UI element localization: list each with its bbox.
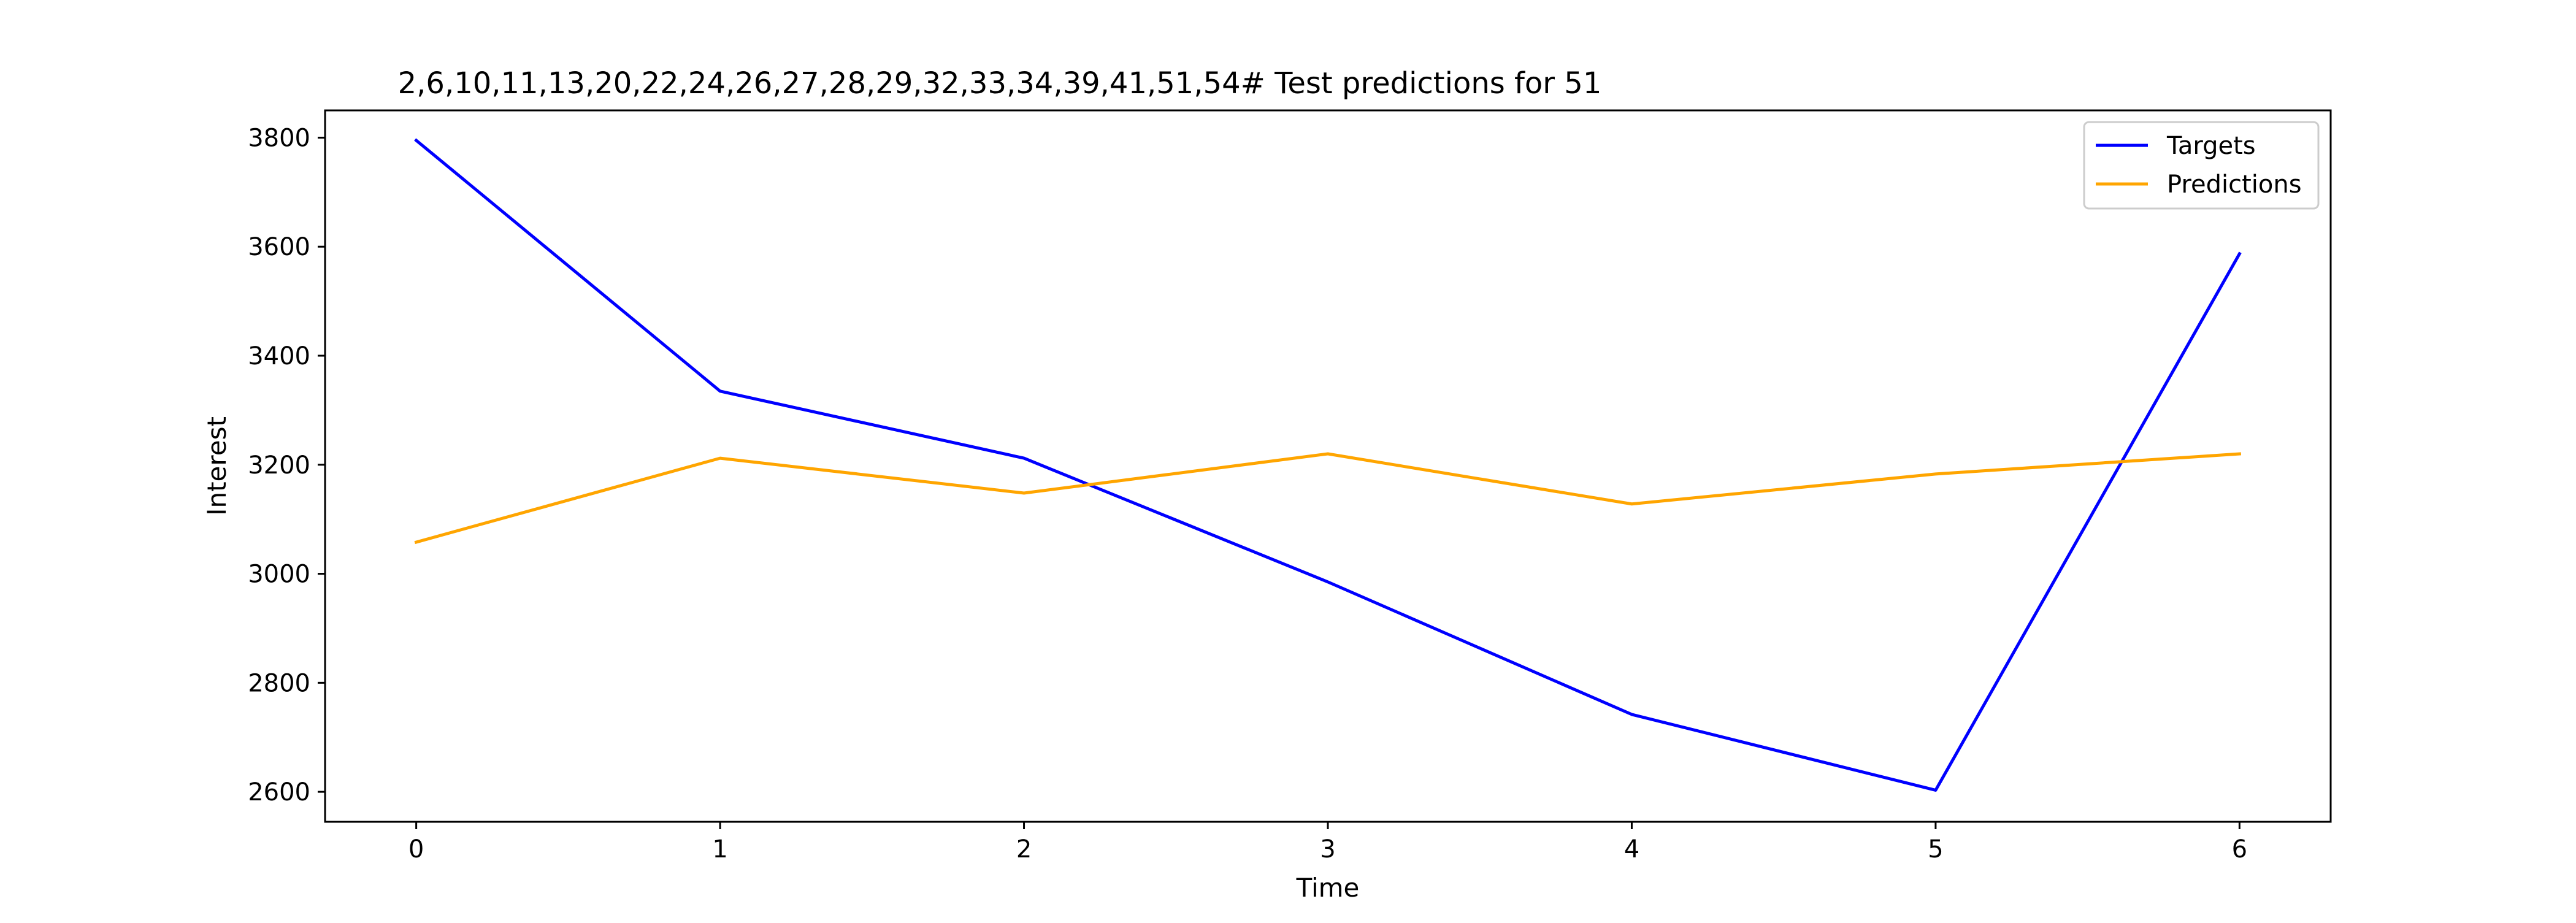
x-axis-label: Time [1296,873,1360,903]
chart-title: 2,6,10,11,13,20,22,24,26,27,28,29,32,33,… [398,66,1602,101]
y-axis: 2600 2800 3000 3200 3400 3600 3800 [248,124,325,806]
plot-area [324,109,2332,823]
y-tick-label: 2600 [248,778,310,806]
legend: Targets Predictions [2083,121,2320,210]
y-tick-label: 3800 [248,124,310,152]
legend-label-targets: Targets [2166,132,2256,160]
x-tick-label: 4 [1624,835,1639,864]
series-lines [414,138,2242,792]
legend-label-predictions: Predictions [2167,170,2302,199]
y-tick-label: 2800 [248,669,310,697]
y-axis-label: Interest [202,416,232,516]
x-tick-label: 5 [1928,835,1943,864]
x-tick-label: 6 [2232,835,2247,864]
series-line-predictions [414,452,2242,545]
x-tick-label: 1 [712,835,727,864]
y-tick-label: 3200 [248,451,310,480]
x-tick-label: 2 [1016,835,1032,864]
x-axis: 0 1 2 3 4 5 6 [408,822,2247,864]
series-line-targets [414,138,2242,792]
legend-box [2083,121,2320,210]
y-tick-label: 3600 [248,233,310,261]
x-tick-label: 3 [1320,835,1335,864]
y-tick-label: 3400 [248,342,310,370]
x-tick-label: 0 [408,835,424,864]
y-tick-label: 3000 [248,561,310,589]
